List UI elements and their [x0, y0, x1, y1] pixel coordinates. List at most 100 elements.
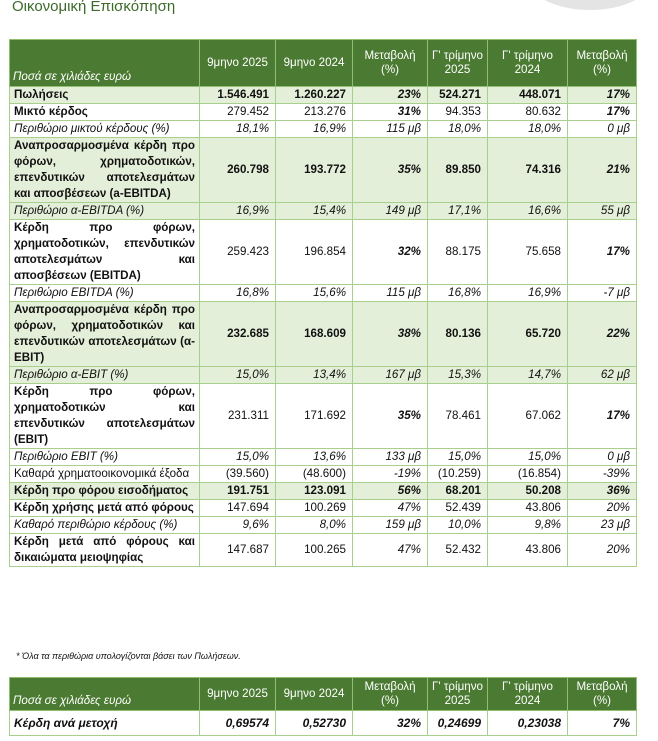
change-cell: 115 μβ: [352, 120, 428, 138]
table-row: Αναπροσαρμοσμένα κέρδη προ φόρων, χρηματ…: [9, 137, 637, 203]
value-cell: 10,0%: [427, 516, 488, 534]
value-cell: 13,6%: [275, 448, 353, 466]
value-cell: 100.269: [275, 499, 353, 517]
change-cell: 7%: [567, 710, 637, 736]
value-cell: 16,9%: [199, 202, 276, 220]
value-cell: 15,0%: [487, 448, 568, 466]
change-cell: 22%: [567, 301, 637, 367]
change-cell: 17%: [567, 86, 637, 104]
table-row: Περιθώριο EBIT (%) 15,0% 13,6% 133 μβ 15,0% 1…: [9, 448, 637, 466]
change-cell: 20%: [567, 499, 637, 517]
column-header: Γ' τρίμηνο 2024: [487, 677, 568, 711]
column-header-units: Ποσά σε χιλιάδες ευρώ: [9, 39, 200, 87]
value-cell: 191.751: [199, 482, 276, 500]
change-cell: 159 μβ: [352, 516, 428, 534]
column-header: 9μηνο 2025: [199, 39, 276, 87]
table-row: Κέρδη χρήσης μετά από φόρους 147.694 100.2…: [9, 499, 637, 517]
decorative-shape: [525, 0, 655, 10]
change-cell: 17%: [567, 383, 637, 449]
table-row: Πωλήσεις 1.546.491 1.260.227 23% 524.271 448.…: [9, 86, 637, 104]
table-row: Καθαρό περιθώριο κέρδους (%) 9,6% 8,0% 159 …: [9, 516, 637, 534]
value-cell: 123.091: [275, 482, 353, 500]
value-cell: 0,52730: [275, 710, 353, 736]
table-row: Περιθώριο EBITDA (%) 16,8% 15,6% 115 μβ 16,8…: [9, 284, 637, 302]
value-cell: 52.439: [427, 499, 488, 517]
table-row: Περιθώριο α-EBITDA (%) 16,9% 15,4% 149 μβ 17…: [9, 202, 637, 220]
change-cell: 115 μβ: [352, 284, 428, 302]
value-cell: 1.260.227: [275, 86, 353, 104]
value-cell: (16.854): [487, 465, 568, 483]
row-label: Κέρδη προ φόρου εισοδήματος: [9, 482, 200, 500]
page-title: Οικονομική Επισκόπηση: [12, 0, 176, 15]
change-cell: 56%: [352, 482, 428, 500]
table-header-row: Ποσά σε χιλιάδες ευρώ 9μηνο 2025 9μηνο 202…: [9, 39, 637, 87]
value-cell: 15,6%: [275, 284, 353, 302]
change-cell: 47%: [352, 533, 428, 567]
row-label: Μικτό κέρδος: [9, 103, 200, 121]
column-header: Γ' τρίμηνο 2024: [487, 39, 568, 87]
change-cell: 31%: [352, 103, 428, 121]
row-label: Περιθώριο EBIT (%): [9, 448, 200, 466]
value-cell: 15,3%: [427, 366, 488, 384]
change-cell: 36%: [567, 482, 637, 500]
table-row: Κέρδη προ φόρου εισοδήματος 191.751 123.09…: [9, 482, 637, 500]
value-cell: 16,6%: [487, 202, 568, 220]
row-label: Αναπροσαρμοσμένα κέρδη προ φόρων, χρηματ…: [9, 301, 200, 367]
table-row: Μικτό κέρδος 279.452 213.276 31% 94.353 80.63…: [9, 103, 637, 121]
column-header: Γ' τρίμηνο 2025: [427, 39, 488, 87]
value-cell: 75.658: [487, 219, 568, 285]
value-cell: (39.560): [199, 465, 276, 483]
value-cell: 67.062: [487, 383, 568, 449]
change-cell: -19%: [352, 465, 428, 483]
value-cell: 52.432: [427, 533, 488, 567]
value-cell: 18,1%: [199, 120, 276, 138]
row-label: Περιθώριο μικτού κέρδους (%): [9, 120, 200, 138]
row-label: Κέρδη μετά από φόρους και δικαιώματα μει…: [9, 533, 200, 567]
value-cell: 18,0%: [487, 120, 568, 138]
change-cell: 167 μβ: [352, 366, 428, 384]
table-row: Περιθώριο μικτού κέρδους (%) 18,1% 16,9% 11…: [9, 120, 637, 138]
row-label: Περιθώριο α-EBITDA (%): [9, 202, 200, 220]
change-cell: 0 μβ: [567, 448, 637, 466]
row-label: Περιθώριο EBITDA (%): [9, 284, 200, 302]
value-cell: 259.423: [199, 219, 276, 285]
value-cell: 80.632: [487, 103, 568, 121]
value-cell: 15,0%: [427, 448, 488, 466]
change-cell: 149 μβ: [352, 202, 428, 220]
value-cell: 100.265: [275, 533, 353, 567]
column-header-units: Ποσά σε χιλιάδες ευρώ: [9, 677, 200, 711]
column-header: 9μηνο 2024: [275, 677, 353, 711]
value-cell: 78.461: [427, 383, 488, 449]
change-cell: 35%: [352, 137, 428, 203]
change-cell: 47%: [352, 499, 428, 517]
column-header: Μεταβολή (%): [567, 677, 637, 711]
value-cell: 74.316: [487, 137, 568, 203]
value-cell: 15,0%: [199, 448, 276, 466]
column-header: Μεταβολή (%): [567, 39, 637, 87]
row-label: Κέρδη προ φόρων, χρηματοδοτικών και επεν…: [9, 383, 200, 449]
table-header-row: Ποσά σε χιλιάδες ευρώ 9μηνο 2025 9μηνο 202…: [9, 677, 637, 711]
value-cell: 65.720: [487, 301, 568, 367]
value-cell: 147.694: [199, 499, 276, 517]
value-cell: 43.806: [487, 499, 568, 517]
value-cell: 15,0%: [199, 366, 276, 384]
row-label: Κέρδη προ φόρων, χρηματοδοτικών, επενδυτ…: [9, 219, 200, 285]
value-cell: 16,9%: [275, 120, 353, 138]
change-cell: 23 μβ: [567, 516, 637, 534]
value-cell: 0,23038: [487, 710, 568, 736]
value-cell: 0,24699: [427, 710, 488, 736]
value-cell: 168.609: [275, 301, 353, 367]
value-cell: 80.136: [427, 301, 488, 367]
row-label: Κέρδη χρήσης μετά από φόρους: [9, 499, 200, 517]
change-cell: 20%: [567, 533, 637, 567]
value-cell: 18,0%: [427, 120, 488, 138]
table-row: Κέρδη μετά από φόρους και δικαιώματα μει…: [9, 533, 637, 567]
value-cell: 43.806: [487, 533, 568, 567]
value-cell: 1.546.491: [199, 86, 276, 104]
value-cell: 88.175: [427, 219, 488, 285]
value-cell: 15,4%: [275, 202, 353, 220]
value-cell: 14,7%: [487, 366, 568, 384]
value-cell: (48.600): [275, 465, 353, 483]
table-row: Αναπροσαρμοσμένα κέρδη προ φόρων, χρηματ…: [9, 301, 637, 367]
row-label: Καθαρά χρηματοοικονομικά έξοδα: [9, 465, 200, 483]
